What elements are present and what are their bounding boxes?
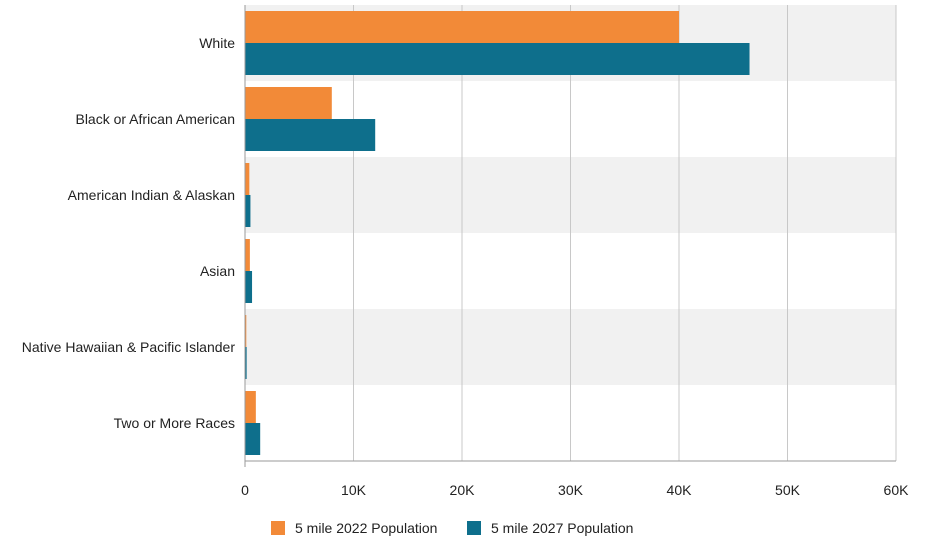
legend-swatch <box>271 521 285 535</box>
category-label: White <box>199 35 235 51</box>
bar-series-1 <box>245 239 250 271</box>
bar-series-1 <box>245 11 679 43</box>
bar-series-2 <box>245 195 251 227</box>
legend: 5 mile 2022 Population 5 mile 2027 Popula… <box>271 520 633 536</box>
grid-lines <box>353 5 897 461</box>
bar-series-2 <box>245 271 253 303</box>
x-tick-label: 10K <box>341 482 367 498</box>
category-labels: White Black or African American American I… <box>22 35 236 431</box>
x-tick-label: 40K <box>667 482 693 498</box>
bar-series-1 <box>245 87 332 119</box>
bar-series-1 <box>245 391 256 423</box>
category-label: American Indian & Alaskan <box>68 187 235 203</box>
bar-series-2 <box>245 43 750 75</box>
bar-series-1 <box>245 315 247 347</box>
category-label: Black or African American <box>75 111 235 127</box>
category-label: Asian <box>200 263 235 279</box>
x-tick-label: 20K <box>450 482 476 498</box>
category-label: Native Hawaiian & Pacific Islander <box>22 339 236 355</box>
bar-series-2 <box>245 347 247 379</box>
bar-series-2 <box>245 119 376 151</box>
bars <box>245 11 750 455</box>
category-label: Two or More Races <box>114 415 235 431</box>
legend-swatch <box>467 521 481 535</box>
x-tick-label: 50K <box>775 482 801 498</box>
bar-series-2 <box>245 423 261 455</box>
x-tick-label: 0 <box>241 482 249 498</box>
x-tick-labels: 0 10K 20K 30K 40K 50K 60K <box>241 482 909 498</box>
x-axis <box>244 5 896 467</box>
legend-label: 5 mile 2022 Population <box>295 520 437 536</box>
x-tick-label: 60K <box>884 482 910 498</box>
bar-series-1 <box>245 163 250 195</box>
legend-label: 5 mile 2027 Population <box>491 520 633 536</box>
x-tick-label: 30K <box>558 482 584 498</box>
